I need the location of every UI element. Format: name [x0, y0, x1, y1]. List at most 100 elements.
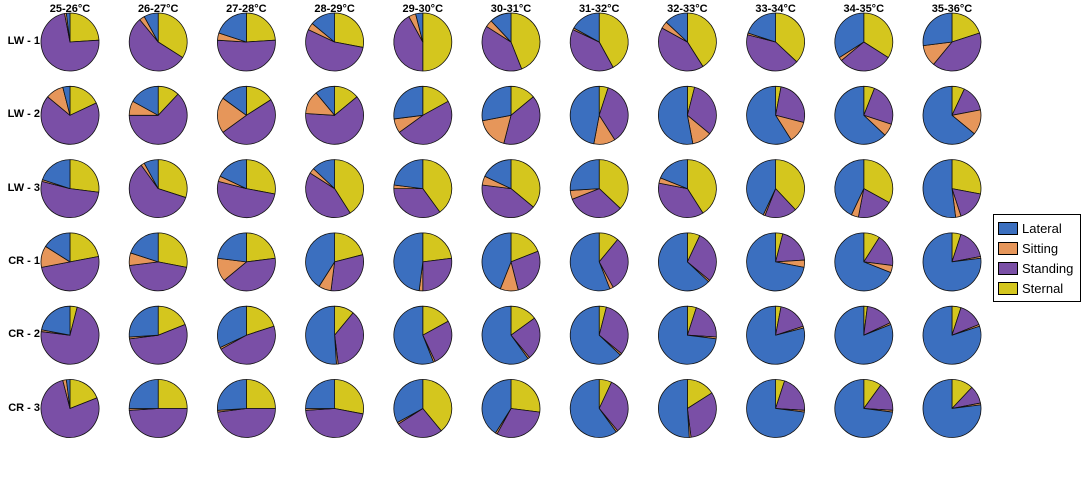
pie	[217, 305, 276, 365]
pie-slice-lateral	[834, 379, 893, 438]
pie	[922, 232, 982, 292]
pie-slice-lateral	[658, 305, 717, 365]
pie-slice-standing	[687, 307, 717, 338]
pie	[481, 12, 541, 72]
pie-slice-lateral	[922, 305, 982, 365]
pie-slice-sternal	[157, 159, 188, 198]
pie	[658, 159, 717, 218]
pie-slice-lateral	[834, 12, 865, 58]
pie-slice-lateral	[222, 85, 247, 116]
pie-slice-lateral	[393, 305, 434, 365]
pie-slice-lateral	[65, 379, 71, 409]
pie-slice-lateral	[569, 379, 617, 438]
pie	[481, 159, 541, 218]
pie-slice-standing	[217, 180, 276, 219]
pie-slice-standing	[305, 408, 364, 438]
row-label: LW - 1	[7, 35, 40, 47]
pie-slice-lateral	[569, 159, 600, 191]
pie-slice-lateral	[573, 12, 600, 43]
pie-slice-lateral	[746, 232, 805, 292]
pie	[922, 159, 982, 218]
pie-slice-sternal	[69, 232, 99, 263]
pie	[393, 159, 453, 218]
pie-slice-sternal	[422, 12, 453, 72]
pie	[40, 159, 100, 218]
pie-slice-standing	[305, 96, 364, 145]
pie-slice-lateral	[41, 305, 71, 336]
pie	[128, 379, 188, 438]
pie-slice-sternal	[246, 305, 275, 336]
pie-slice-standing	[775, 233, 805, 263]
pie-slice-lateral	[305, 305, 337, 365]
legend-label: Lateral	[1022, 220, 1062, 236]
pie	[569, 379, 629, 438]
pie	[305, 379, 364, 438]
pie-slice-lateral	[660, 159, 688, 189]
column-label: 35-36°C	[931, 3, 973, 15]
pie-slice-lateral	[311, 12, 335, 43]
pie-slice-lateral	[834, 232, 892, 292]
pie	[658, 85, 717, 145]
pie-slice-standing	[687, 235, 717, 281]
pie-slice-sternal	[775, 159, 805, 211]
pie-slice-lateral	[922, 12, 953, 47]
pie	[481, 379, 541, 438]
pie	[834, 232, 894, 292]
pie-slice-lateral	[658, 85, 694, 145]
pie	[305, 232, 364, 292]
pie-slice-lateral	[834, 159, 865, 216]
pie-slice-standing	[598, 306, 629, 355]
pie-slice-lateral	[143, 159, 159, 189]
pie-slice-standing	[510, 250, 541, 291]
legend-swatch	[998, 241, 1018, 255]
pie-slice-standing	[40, 180, 100, 218]
pie-slice-lateral	[569, 85, 600, 145]
pie-slice-lateral	[481, 85, 512, 122]
pie-slice-standing	[128, 93, 188, 145]
pie-slice-standing	[422, 320, 453, 362]
pie	[746, 12, 805, 72]
pie-slice-lateral	[484, 159, 512, 189]
column-label: 25-26°C	[49, 3, 91, 15]
pie-slice-sternal	[422, 232, 452, 263]
pie-slice-standing	[841, 41, 889, 72]
pie-slice-lateral	[128, 379, 159, 409]
pie	[217, 379, 276, 438]
pie-slice-sternal	[510, 379, 541, 413]
legend: Lateral Sitting Standing Sternal	[993, 214, 1081, 302]
pie-slice-sternal	[334, 379, 364, 415]
pie-slice-lateral	[658, 232, 709, 292]
pie	[393, 379, 453, 438]
pie-slice-standing	[510, 317, 541, 358]
pie-slice-standing	[217, 39, 276, 72]
pie-slice-standing	[863, 87, 894, 125]
pie	[128, 12, 188, 72]
legend-item: Sternal	[994, 278, 1080, 298]
pie-slice-standing	[398, 100, 453, 145]
pie	[834, 85, 894, 145]
pie-slice-lateral	[393, 232, 424, 292]
pie-slice-standing	[129, 324, 188, 365]
pie-slice-lateral	[746, 85, 792, 145]
pie-slice-lateral	[217, 305, 247, 348]
pie-slice-standing	[41, 256, 100, 292]
pie-slice-standing	[598, 381, 629, 432]
pie-slice-lateral	[481, 379, 512, 434]
pie-slice-standing	[503, 96, 541, 145]
pie-slice-standing	[40, 96, 100, 145]
pie-slice-standing	[397, 408, 442, 438]
pie	[393, 232, 453, 292]
pie-slice-sitting	[217, 97, 247, 133]
pie-slice-lateral	[746, 159, 776, 216]
pie-slice-sternal	[863, 159, 894, 203]
pie	[40, 12, 100, 72]
pie	[658, 305, 717, 365]
pie	[746, 85, 805, 145]
pie-slice-sternal	[69, 12, 100, 43]
pie	[481, 85, 541, 145]
pie-slice-sternal	[510, 159, 541, 208]
pie-slice-lateral	[481, 305, 529, 365]
pie-slice-sternal	[422, 159, 453, 213]
